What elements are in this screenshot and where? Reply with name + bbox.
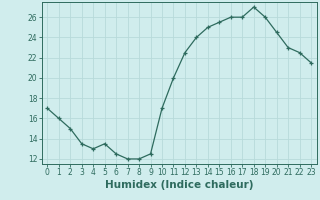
X-axis label: Humidex (Indice chaleur): Humidex (Indice chaleur) — [105, 180, 253, 190]
